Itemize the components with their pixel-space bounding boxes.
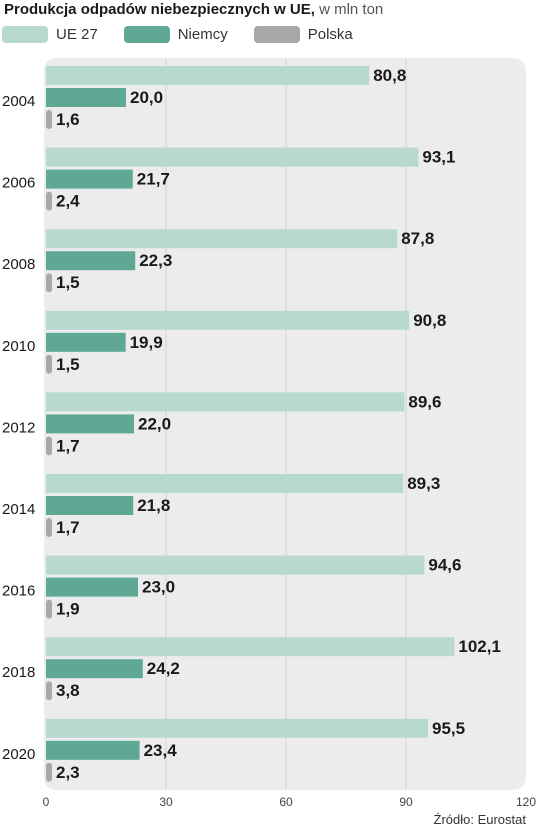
category-label: 2020 xyxy=(2,746,35,763)
x-tick-label: 0 xyxy=(43,795,50,809)
data-label: 94,6 xyxy=(428,556,461,575)
bar-polska xyxy=(46,599,52,619)
category-label: 2012 xyxy=(2,419,35,436)
category-label: 2018 xyxy=(2,664,35,681)
data-label: 89,6 xyxy=(408,392,441,411)
bar-niemcy xyxy=(46,251,136,271)
data-label: 24,2 xyxy=(147,659,180,678)
bar-polska xyxy=(46,191,52,211)
bar-ue27 xyxy=(46,637,455,657)
legend-label-polska: Polska xyxy=(307,26,353,43)
data-label: 93,1 xyxy=(422,148,455,167)
legend-item-polska: Polska xyxy=(253,26,353,43)
chart-title-main: Produkcja odpadów niebezpiecznych w UE, xyxy=(4,1,315,18)
bar-polska xyxy=(46,518,52,537)
data-label: 3,8 xyxy=(56,681,80,700)
data-label: 21,7 xyxy=(137,170,170,189)
bar-ue27 xyxy=(46,392,405,412)
x-tick-label: 60 xyxy=(279,795,293,809)
chart-title-unit: w mln ton xyxy=(319,1,384,18)
bar-niemcy xyxy=(46,740,140,760)
bar-niemcy xyxy=(46,332,126,352)
data-label: 80,8 xyxy=(373,66,406,85)
bar-ue27 xyxy=(46,147,419,167)
bar-polska xyxy=(46,110,52,129)
category-label: 2006 xyxy=(2,175,35,192)
category-label: 2008 xyxy=(2,256,35,273)
legend-swatch-polska xyxy=(253,26,300,43)
bar-niemcy xyxy=(46,88,126,107)
data-label: 1,6 xyxy=(56,110,80,129)
data-label: 23,0 xyxy=(142,578,175,597)
legend-item-ue27: UE 27 xyxy=(2,26,98,43)
x-tick-label: 120 xyxy=(516,795,536,809)
bar-polska xyxy=(46,436,52,456)
legend-swatch-niemcy xyxy=(123,26,170,43)
data-label: 19,9 xyxy=(130,333,163,352)
data-label: 95,5 xyxy=(432,719,465,738)
data-label: 1,7 xyxy=(56,518,80,537)
bar-niemcy xyxy=(46,496,134,515)
bar-ue27 xyxy=(46,555,425,575)
bar-ue27 xyxy=(46,229,398,249)
data-label: 1,5 xyxy=(56,355,80,374)
data-label: 20,0 xyxy=(130,88,163,107)
data-label: 2,4 xyxy=(56,192,80,211)
x-tick-label: 30 xyxy=(159,795,173,809)
data-label: 21,8 xyxy=(137,496,170,515)
bar-polska xyxy=(46,354,52,374)
data-label: 89,3 xyxy=(407,474,440,493)
legend-item-niemcy: Niemcy xyxy=(123,26,228,43)
bar-ue27 xyxy=(46,310,410,330)
bar-ue27 xyxy=(46,66,370,85)
chart-legend: UE 27 Niemcy Polska xyxy=(2,26,379,43)
bar-niemcy xyxy=(46,659,143,679)
bar-niemcy xyxy=(46,577,138,597)
bar-niemcy xyxy=(46,414,134,434)
x-tick-label: 90 xyxy=(399,795,413,809)
bar-polska xyxy=(46,273,52,293)
data-label: 87,8 xyxy=(401,229,434,248)
category-label: 2010 xyxy=(2,338,35,355)
data-label: 1,7 xyxy=(56,436,80,455)
legend-swatch-ue27 xyxy=(2,26,48,43)
legend-label-ue27: UE 27 xyxy=(56,26,98,43)
category-label: 2016 xyxy=(2,583,35,600)
data-label: 1,5 xyxy=(56,273,80,292)
category-label: 2014 xyxy=(2,501,35,518)
data-label: 1,9 xyxy=(56,600,80,619)
data-label: 22,0 xyxy=(138,414,171,433)
source-note: Źródło: Eurostat xyxy=(433,812,527,827)
bar-ue27 xyxy=(46,474,404,493)
bar-polska xyxy=(46,681,52,701)
bar-ue27 xyxy=(46,718,428,738)
data-label: 90,8 xyxy=(413,311,446,330)
data-label: 23,4 xyxy=(144,741,178,760)
legend-label-niemcy: Niemcy xyxy=(177,26,228,43)
bar-niemcy xyxy=(46,169,133,189)
data-label: 2,3 xyxy=(56,763,80,782)
data-label: 22,3 xyxy=(139,251,172,270)
category-label: 2004 xyxy=(2,93,35,110)
chart-title: Produkcja odpadów niebezpiecznych w UE, … xyxy=(4,1,383,18)
data-label: 102,1 xyxy=(458,637,501,656)
bar-polska xyxy=(46,762,52,782)
